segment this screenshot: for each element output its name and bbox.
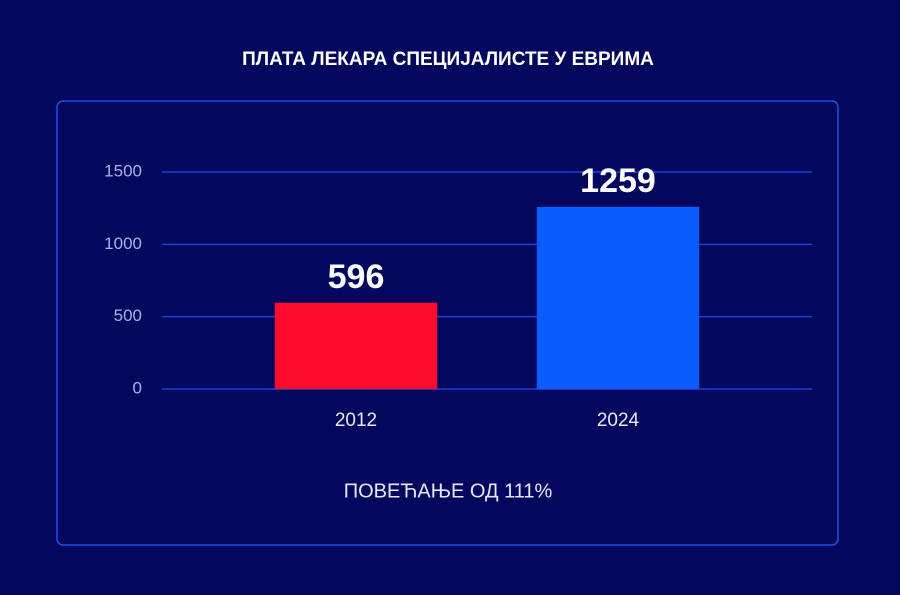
- value-label: 1259: [580, 162, 656, 200]
- value-label: 596: [328, 258, 385, 296]
- annotation: ПОВЕЋАЊЕ ОД 111%: [344, 480, 553, 502]
- y-tick-label: 500: [114, 306, 142, 325]
- bar: [536, 206, 700, 389]
- panel: [56, 100, 839, 546]
- bar: [274, 302, 438, 389]
- x-tick-label: 2012: [335, 410, 377, 431]
- y-tick-label: 1500: [104, 161, 142, 180]
- x-tick-label: 2024: [597, 410, 640, 431]
- chart-title: ПЛАТА ЛЕКАРА СПЕЦИЈАЛИСТЕ У ЕВРИМА: [242, 49, 654, 70]
- y-tick-label: 1000: [104, 234, 142, 253]
- y-tick-label: 0: [133, 378, 142, 397]
